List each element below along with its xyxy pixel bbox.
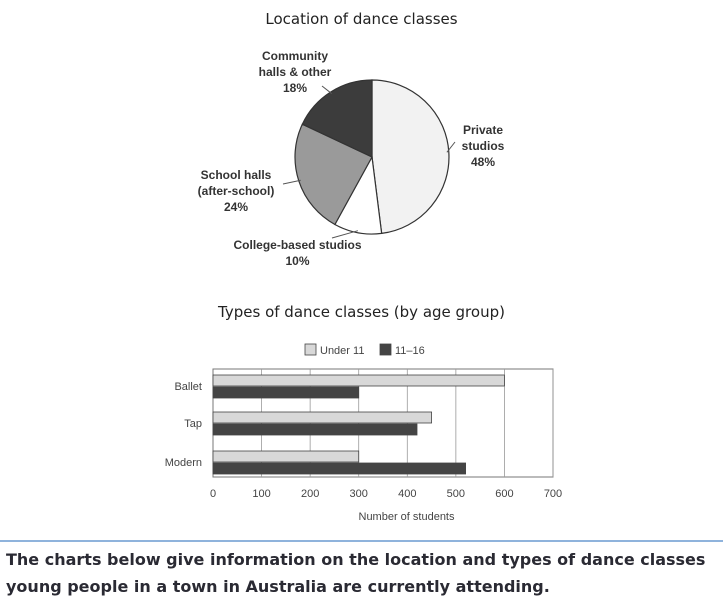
bar-x-tick-label: 700: [544, 488, 562, 500]
pie-leader-line: [446, 141, 456, 153]
chart-figure: Location of dance classes Types of dance…: [164, 10, 563, 523]
bar-ballet-11-16: [212, 386, 360, 399]
charts-canvas: 0 100 200 300 400 500 600 700 Number of students…: [165, 79, 562, 523]
bar-x-tick-label: 200: [301, 488, 319, 500]
divider: [0, 540, 723, 542]
pie-label-private: Private studios 48%: [461, 123, 505, 169]
bar-x-tick-label: 0: [210, 488, 216, 500]
bar-x-tick-label: 600: [495, 488, 513, 500]
bar-x-tick-label: 500: [447, 488, 465, 500]
pie-slice-community-halls-other: [301, 79, 373, 158]
pie-leader-line: [331, 230, 359, 239]
bar-tap-under-11: [212, 411, 433, 424]
caption-text: The charts below give information on the…: [6, 550, 706, 596]
pie-label-college: College-based studios 10%: [233, 238, 362, 268]
legend-swatch: [304, 343, 317, 356]
pie-leader-line: [282, 179, 301, 185]
legend-swatch: [379, 343, 392, 356]
bar-x-tick-label: 300: [350, 488, 368, 500]
pie-slice-private-studios: [371, 79, 450, 235]
pie-label-community: Community halls & other 18%: [258, 49, 332, 95]
bar-x-tick-label: 400: [398, 488, 416, 500]
bar-modern-11-16: [212, 462, 467, 475]
bar-category-label: Ballet: [174, 381, 202, 393]
pie-chart-title: Location of dance classes: [265, 10, 458, 28]
legend-label: 11–16: [395, 345, 425, 357]
pie-label-school: School halls (after-school) 24%: [197, 168, 275, 214]
bar-modern-under-11: [212, 450, 360, 463]
legend-label: Under 11: [320, 345, 364, 357]
bar-tap-11-16: [212, 423, 418, 436]
bar-category-label: Modern: [165, 457, 202, 469]
pie-leader-line: [321, 85, 333, 95]
bar-x-tick-label: 100: [252, 488, 270, 500]
bar-chart-title: Types of dance classes (by age group): [218, 303, 505, 321]
bar-category-label: Tap: [184, 418, 202, 430]
bar-ballet-under-11: [212, 374, 505, 387]
bar-x-axis-label: Number of students: [359, 511, 455, 523]
